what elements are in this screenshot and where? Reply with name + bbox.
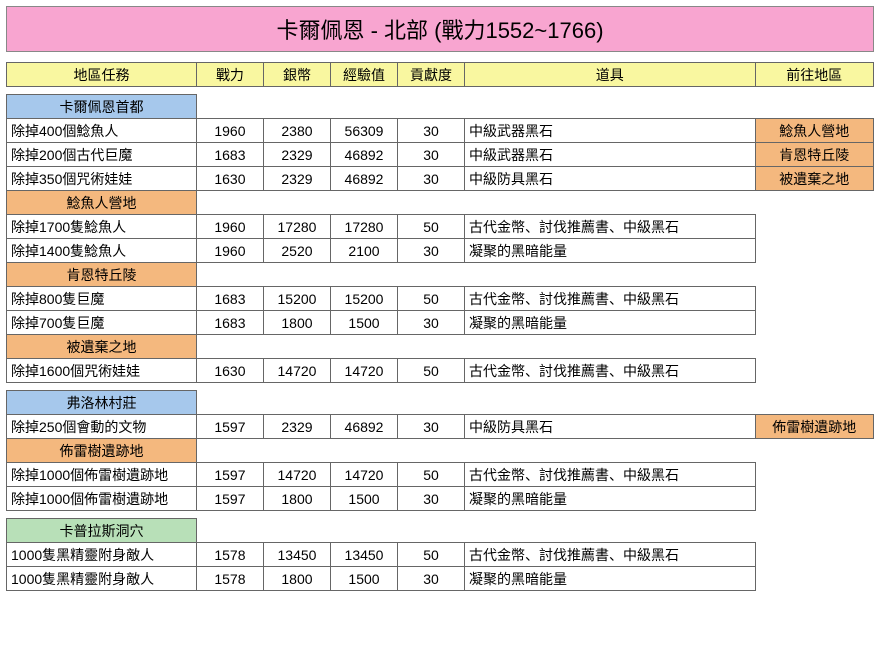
column-header: 經驗值 — [330, 63, 397, 87]
task-cell: 除掉200個古代巨魔 — [7, 143, 197, 167]
item-cell: 古代金幣、討伐推薦書、中級黑石 — [465, 215, 755, 239]
section-header: 卡普拉斯洞穴 — [7, 519, 197, 543]
task-cell: 除掉1400隻鯰魚人 — [7, 239, 197, 263]
task-cell: 1000隻黑精靈附身敵人 — [7, 567, 197, 591]
section-header: 佈雷樹遺跡地 — [7, 439, 197, 463]
item-cell: 中級武器黑石 — [465, 119, 755, 143]
destination-cell: 鯰魚人營地 — [755, 119, 873, 143]
column-header: 戰力 — [196, 63, 263, 87]
task-cell: 除掉1000個佈雷樹遺跡地 — [7, 487, 197, 511]
task-cell: 除掉800隻巨魔 — [7, 287, 197, 311]
task-cell: 除掉250個會動的文物 — [7, 415, 197, 439]
task-cell: 除掉350個咒術娃娃 — [7, 167, 197, 191]
section-header: 弗洛林村莊 — [7, 391, 197, 415]
task-cell: 除掉400個鯰魚人 — [7, 119, 197, 143]
column-header: 道具 — [465, 63, 755, 87]
destination-cell: 佈雷樹遺跡地 — [755, 415, 873, 439]
item-cell: 中級武器黑石 — [465, 143, 755, 167]
task-cell: 除掉1700隻鯰魚人 — [7, 215, 197, 239]
column-header: 銀幣 — [263, 63, 330, 87]
item-cell: 中級防具黑石 — [465, 167, 755, 191]
item-cell: 凝聚的黑暗能量 — [465, 487, 755, 511]
item-cell: 中級防具黑石 — [465, 415, 755, 439]
item-cell: 古代金幣、討伐推薦書、中級黑石 — [465, 463, 755, 487]
item-cell: 凝聚的黑暗能量 — [465, 311, 755, 335]
item-cell: 凝聚的黑暗能量 — [465, 239, 755, 263]
item-cell: 古代金幣、討伐推薦書、中級黑石 — [465, 359, 755, 383]
task-cell: 1000隻黑精靈附身敵人 — [7, 543, 197, 567]
quest-table: 地區任務戰力銀幣經驗值貢獻度道具前往地區卡爾佩恩首都除掉400個鯰魚人19602… — [6, 62, 874, 591]
section-header: 卡爾佩恩首都 — [7, 95, 197, 119]
column-header: 前往地區 — [755, 63, 873, 87]
section-header: 鯰魚人營地 — [7, 191, 197, 215]
item-cell: 古代金幣、討伐推薦書、中級黑石 — [465, 543, 755, 567]
task-cell: 除掉700隻巨魔 — [7, 311, 197, 335]
destination-cell: 肯恩特丘陵 — [755, 143, 873, 167]
section-header: 肯恩特丘陵 — [7, 263, 197, 287]
task-cell: 除掉1000個佈雷樹遺跡地 — [7, 463, 197, 487]
task-cell: 除掉1600個咒術娃娃 — [7, 359, 197, 383]
column-header: 地區任務 — [7, 63, 197, 87]
section-header: 被遺棄之地 — [7, 335, 197, 359]
page-title: 卡爾佩恩 - 北部 (戰力1552~1766) — [6, 6, 874, 52]
item-cell: 凝聚的黑暗能量 — [465, 567, 755, 591]
item-cell: 古代金幣、討伐推薦書、中級黑石 — [465, 287, 755, 311]
column-header: 貢獻度 — [398, 63, 465, 87]
destination-cell: 被遺棄之地 — [755, 167, 873, 191]
